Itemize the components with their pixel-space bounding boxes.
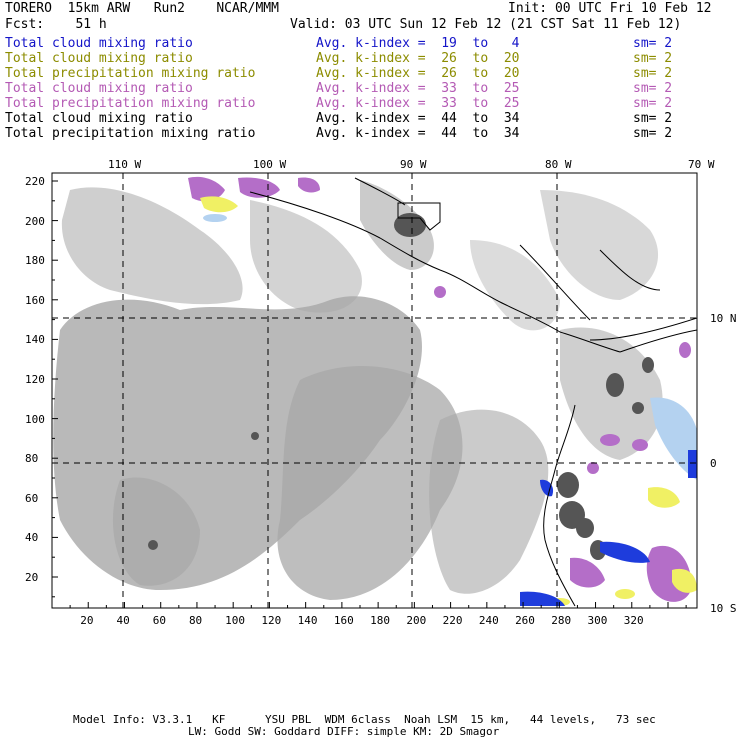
x-tick-label: 80 [188, 614, 203, 627]
legend-sm: sm= 2 [633, 36, 673, 51]
graticule [52, 173, 697, 608]
precip-field-blue [203, 214, 697, 606]
y-tick-label: 200 [25, 214, 45, 228]
x-tick-label: 160 [333, 614, 354, 627]
y-tick-label: 140 [25, 333, 45, 347]
lon-label: 90 W [400, 158, 427, 171]
legend-field: Total precipitation mixing ratio [5, 96, 256, 111]
legend-sm: sm= 2 [633, 66, 673, 81]
run-title: TORERO 15km ARW Run2 NCAR/MMM [5, 1, 279, 16]
lon-label: 110 W [108, 158, 142, 171]
lon-label: 100 W [253, 158, 287, 171]
legend-sm: sm= 2 [633, 51, 673, 66]
y-tick-label: 100 [25, 412, 45, 426]
legend-index: Avg. k-index = 44 to 34 [316, 126, 520, 141]
x-tick-label: 40 [116, 614, 130, 627]
physics-info: LW: Godd SW: Goddard DIFF: simple KM: 2D… [188, 725, 500, 738]
y-tick-label: 20 [25, 571, 39, 584]
legend-index: Avg. k-index = 26 to 20 [316, 51, 520, 66]
x-tick-label: 240 [478, 614, 499, 627]
legend-index: Avg. k-index = 33 to 25 [316, 81, 520, 96]
axis-ticks [52, 180, 687, 608]
field-layer [53, 176, 697, 606]
legend-index: Avg. k-index = 44 to 34 [316, 111, 520, 126]
legend-sm: sm= 2 [633, 81, 673, 96]
x-tick-label: 260 [515, 614, 535, 627]
lat-label: 10 N [710, 312, 737, 325]
legend-sm: sm= 2 [633, 111, 673, 126]
forecast-hour: Fcst: 51 h [5, 17, 107, 32]
y-tick-label: 120 [25, 373, 45, 386]
y-tick-label: 220 [25, 175, 45, 188]
valid-time: Valid: 03 UTC Sun 12 Feb 12 (21 CST Sat … [290, 17, 682, 32]
x-tick-label: 280 [551, 614, 572, 627]
legend-field: Total precipitation mixing ratio [5, 126, 256, 141]
legend-index: Avg. k-index = 33 to 25 [316, 96, 520, 111]
init-time: Init: 00 UTC Fri 10 Feb 12 [508, 1, 712, 16]
lon-label: 70 W [688, 158, 715, 171]
legend-sm: sm= 2 [633, 126, 673, 141]
x-tick-label: 220 [442, 614, 463, 627]
y-tick-label: 80 [25, 452, 39, 466]
coastline [249, 177, 697, 607]
cloud-field-gray [53, 180, 663, 600]
legend-field: Total cloud mixing ratio [5, 81, 193, 96]
x-tick-label: 200 [406, 614, 427, 627]
lat-label: 10 S [710, 602, 737, 615]
y-tick-label: 160 [25, 293, 45, 307]
x-tick-label: 300 [587, 614, 608, 627]
lon-label: 80 W [545, 158, 572, 171]
legend-index: Avg. k-index = 26 to 20 [316, 66, 520, 81]
x-tick-label: 320 [623, 614, 644, 627]
x-tick-label: 180 [370, 614, 390, 627]
legend-sm: sm= 2 [633, 96, 673, 111]
y-tick-label: 40 [25, 531, 39, 545]
model-info: Model Info: V3.3.1 KF YSU PBL WDM 6class… [73, 713, 656, 726]
y-tick-label: 180 [25, 254, 45, 268]
legend-field: Total cloud mixing ratio [5, 51, 193, 66]
legend-index: Avg. k-index = 19 to 4 [316, 36, 520, 51]
x-tick-label: 120 [261, 614, 282, 627]
map-frame [51, 172, 698, 609]
x-tick-label: 60 [152, 614, 166, 627]
y-tick-label: 60 [25, 491, 39, 505]
cloud-field-dark [148, 213, 654, 560]
legend-field: Total precipitation mixing ratio [5, 66, 256, 81]
legend-field: Total cloud mixing ratio [5, 36, 193, 51]
x-tick-label: 140 [297, 614, 318, 627]
legend-field: Total cloud mixing ratio [5, 111, 193, 126]
x-tick-label: 100 [225, 614, 246, 627]
lat-label: 0 [710, 457, 717, 470]
x-tick-label: 20 [80, 614, 94, 627]
